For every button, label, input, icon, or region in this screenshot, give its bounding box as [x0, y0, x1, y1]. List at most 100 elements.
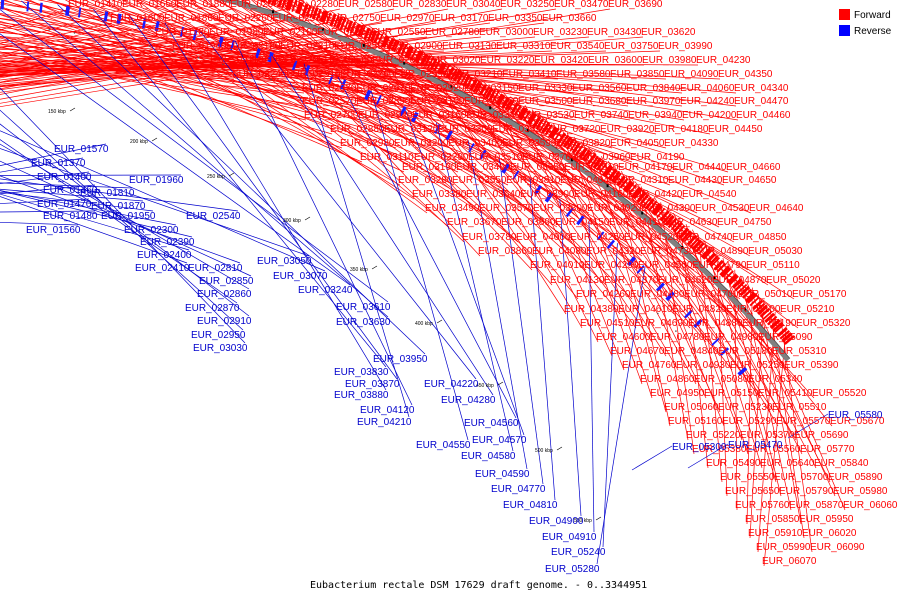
forward-gene-label: EUR_03560	[572, 83, 627, 94]
forward-leader-line	[559, 127, 751, 385]
forward-leader-line	[0, 22, 683, 107]
forward-gene-label: EUR_04700	[684, 289, 739, 300]
forward-leader-line	[260, 0, 589, 257]
forward-gene-block	[557, 132, 567, 144]
reverse-gene-label: EUR_04120	[360, 405, 415, 416]
forward-gene-label: EUR_04610	[618, 304, 673, 315]
forward-gene-label: EUR_04500	[638, 260, 693, 271]
forward-gene-label: EUR_03690	[608, 0, 663, 10]
forward-gene-block	[510, 102, 519, 115]
forward-gene-label: EUR_04320	[586, 246, 641, 257]
forward-leader-line	[0, 0, 505, 149]
forward-gene-label: EUR_04040	[560, 175, 615, 186]
forward-gene-block	[413, 50, 422, 63]
forward-leader-line	[716, 252, 728, 497]
forward-gene-label: EUR_05230	[718, 402, 773, 413]
reverse-gene-label: EUR_03830	[334, 367, 389, 378]
scale-tick-label: 550 kbp	[574, 518, 592, 524]
forward-gene-label: EUR_05030	[748, 246, 803, 257]
forward-gene-block	[343, 19, 350, 32]
reverse-gene-block	[328, 74, 334, 85]
scale-tick-label: 150 kbp	[48, 109, 66, 115]
forward-gene-label: EUR_05290	[722, 416, 777, 427]
forward-gene-label: EUR_05090	[758, 332, 813, 343]
reverse-gene-block	[26, 1, 30, 12]
forward-gene-label: EUR_03220	[480, 55, 535, 66]
forward-gene-label: EUR_02260	[218, 13, 273, 24]
forward-gene-block	[291, 0, 297, 12]
reverse-gene-block	[255, 47, 261, 59]
forward-gene-block	[610, 171, 621, 183]
forward-gene-block	[539, 120, 547, 132]
forward-gene-block	[277, 0, 283, 8]
inner-dot	[675, 330, 677, 332]
forward-gene-block	[423, 55, 432, 67]
forward-gene-label: EUR_04350	[718, 69, 773, 80]
feature-hit-mark	[641, 211, 644, 215]
forward-gene-block	[295, 1, 302, 14]
forward-gene-label: EUR_04880	[688, 318, 743, 329]
forward-gene-block	[301, 3, 309, 17]
forward-gene-block	[386, 37, 395, 51]
forward-gene-block	[613, 172, 622, 184]
legend-reverse-label: Reverse	[854, 26, 892, 37]
forward-gene-label: EUR_03280	[398, 175, 453, 186]
forward-leader-line	[368, 25, 741, 300]
forward-gene-block	[755, 302, 766, 313]
forward-gene-label: EUR_05020	[766, 275, 821, 286]
forward-gene-label: EUR_03420	[534, 55, 589, 66]
forward-gene-block	[548, 126, 558, 139]
forward-gene-label: EUR_05340	[748, 374, 803, 385]
reverse-leader-line	[529, 178, 556, 501]
forward-gene-label: EUR_03200	[394, 138, 449, 149]
forward-gene-label: EUR_05560	[746, 444, 801, 455]
reverse-gene-label: EUR_04570	[472, 435, 527, 446]
reverse-leader-line	[234, 40, 413, 406]
scale-tick-mark	[497, 381, 504, 386]
forward-gene-block	[756, 304, 768, 316]
inner-dot	[638, 295, 640, 298]
reverse-gene-label: EUR_01870	[91, 201, 146, 212]
forward-gene-label: EUR_02180	[226, 41, 281, 52]
forward-gene-label: EUR_03290	[414, 152, 469, 163]
forward-gene-label: EUR_04080	[532, 246, 587, 257]
forward-gene-block	[420, 53, 429, 66]
forward-gene-label: EUR_04860	[640, 374, 695, 385]
forward-gene-label: EUR_04260	[576, 289, 631, 300]
genome-arcs	[216, 0, 791, 362]
forward-gene-label: EUR_03340	[466, 110, 521, 121]
forward-gene-block	[616, 175, 626, 187]
backbone-outer-edge	[234, 0, 791, 359]
forward-leader-line	[103, 0, 415, 200]
reverse-gene-label: EUR_04280	[441, 395, 496, 406]
forward-gene-label: EUR_04730	[640, 246, 695, 257]
forward-gene-label: EUR_05180	[718, 346, 773, 357]
forward-gene-block	[446, 66, 455, 79]
reverse-leader-line	[0, 139, 238, 304]
reverse-leader-line	[499, 158, 544, 485]
forward-leader-line	[0, 3, 739, 121]
inner-dot	[454, 162, 457, 164]
forward-gene-label: EUR_03590	[502, 138, 557, 149]
forward-gene-label: EUR_02310	[280, 41, 335, 52]
reverse-gene-label: EUR_01370	[31, 158, 86, 169]
forward-leader-line	[25, 0, 471, 163]
forward-gene-label: EUR_05150	[704, 388, 759, 399]
forward-gene-block	[644, 198, 655, 210]
forward-gene-label: EUR_04150	[555, 217, 610, 228]
feature-hit-mark	[606, 184, 609, 188]
reverse-gene-block	[596, 231, 605, 241]
inner-dot	[657, 312, 659, 315]
forward-leader-line	[0, 47, 413, 107]
forward-leader-line	[110, 0, 621, 173]
forward-gene-block	[429, 58, 438, 70]
scale-tick-label: 350 kbp	[350, 267, 368, 273]
reverse-gene-label: EUR_03630	[336, 317, 391, 328]
forward-gene-label: EUR_03650	[510, 162, 565, 173]
forward-gene-block	[672, 222, 683, 233]
reverse-gene-label: EUR_03240	[298, 285, 353, 296]
forward-gene-block	[628, 184, 637, 195]
forward-gene-block	[705, 252, 717, 264]
forward-gene-block	[345, 20, 353, 33]
forward-gene-label: EUR_03170	[434, 13, 489, 24]
